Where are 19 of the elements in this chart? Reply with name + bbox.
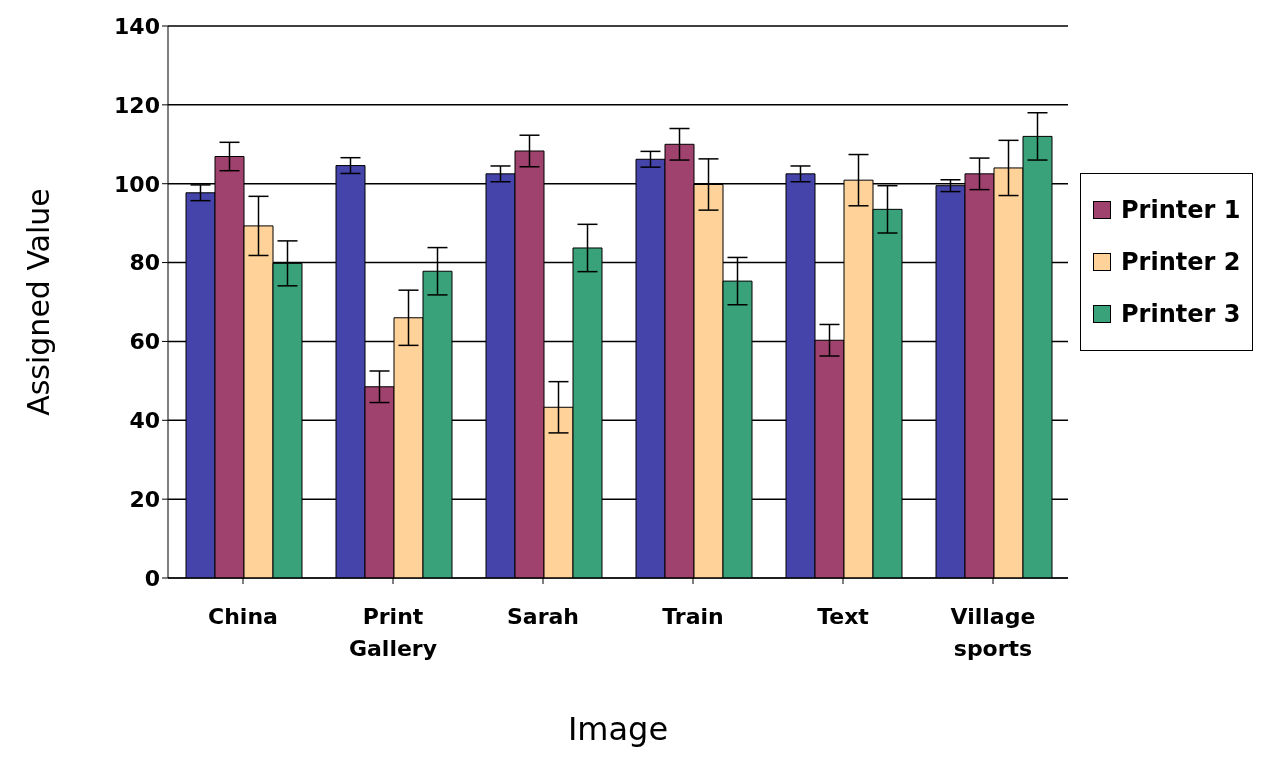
x-tick-label: Train <box>662 604 724 629</box>
x-tick-label: Text <box>817 604 870 629</box>
x-tick-label: Print Gallery <box>348 604 438 661</box>
y-tick-label: 140 <box>114 13 160 39</box>
x-tick-label: Sarah <box>506 604 580 629</box>
legend-label: Printer 2 <box>1121 248 1241 276</box>
y-tick-label: 0 <box>144 565 160 591</box>
y-tick-label: 80 <box>129 250 160 276</box>
x-tick-label: Village sports <box>950 604 1036 661</box>
x-axis-title: Image <box>567 710 669 748</box>
legend-label: Printer 3 <box>1121 300 1241 328</box>
x-tick-label: China <box>208 604 278 629</box>
y-tick-label: 120 <box>114 92 160 118</box>
y-tick-label: 40 <box>129 408 160 434</box>
y-tick-label: 20 <box>129 486 160 512</box>
legend-label: Printer 1 <box>1121 196 1241 224</box>
y-tick-label: 100 <box>114 171 160 197</box>
y-axis-title: Assigned Value <box>20 188 56 416</box>
y-tick-label: 60 <box>129 329 160 355</box>
